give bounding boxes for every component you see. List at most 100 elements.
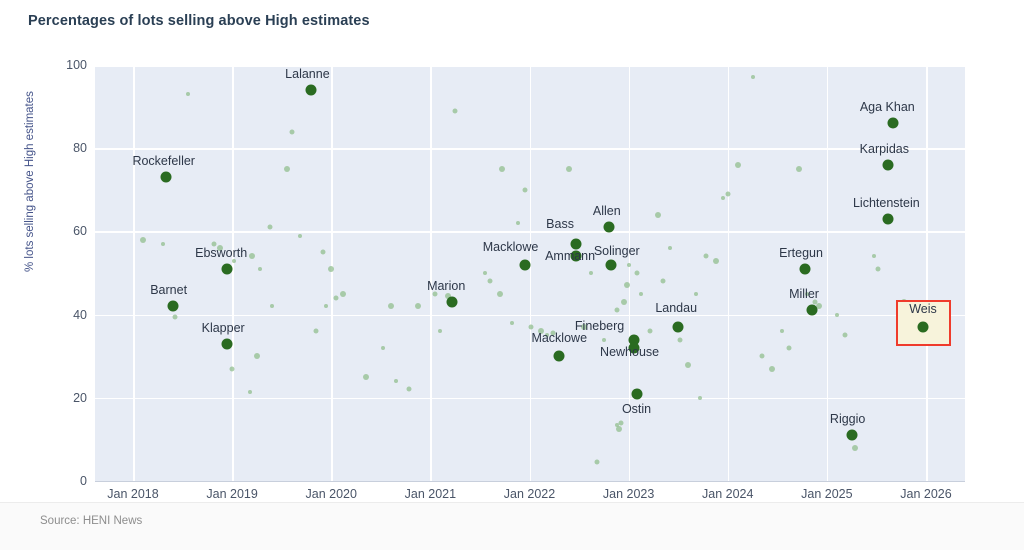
scatter-point-minor — [660, 278, 666, 284]
scatter-point-ertegun[interactable] — [799, 263, 811, 275]
scatter-point-minor — [438, 329, 443, 334]
y-tick-label: 60 — [73, 224, 87, 239]
scatter-point-ostin[interactable] — [631, 388, 643, 400]
scatter-point-minor — [498, 166, 505, 172]
scatter-point-barnet[interactable] — [167, 300, 179, 312]
scatter-point-minor — [647, 328, 653, 334]
scatter-point-ebsworth[interactable] — [221, 263, 233, 275]
scatter-point-minor — [333, 295, 339, 301]
scatter-point-minor — [805, 291, 810, 296]
scatter-point-minor — [340, 290, 347, 297]
scatter-point-minor — [550, 330, 556, 336]
point-label-karpidas: Karpidas — [859, 141, 909, 156]
scatter-point-minor — [875, 266, 881, 272]
scatter-point-aga-khan[interactable] — [887, 117, 899, 129]
scatter-point-minor — [677, 337, 683, 343]
scatter-point-minor — [769, 365, 776, 372]
scatter-point-marion[interactable] — [446, 296, 458, 308]
scatter-point-minor — [812, 299, 818, 305]
point-label-weis: Weis — [909, 302, 937, 317]
scatter-point-minor — [247, 389, 252, 394]
scatter-point-minor — [289, 129, 295, 135]
scatter-point-landau[interactable] — [672, 321, 684, 333]
gridline-vertical — [133, 65, 135, 481]
scatter-point-minor — [515, 221, 520, 226]
scatter-point-fineberg[interactable] — [628, 334, 640, 346]
scatter-point-minor — [211, 241, 217, 247]
scatter-point-minor — [313, 328, 319, 334]
y-tick-label: 20 — [73, 390, 87, 405]
scatter-point-weis[interactable] — [917, 321, 929, 333]
x-tick-label: Jan 2020 — [305, 487, 357, 501]
scatter-point-macklowe[interactable] — [519, 259, 531, 271]
scatter-point-minor — [712, 257, 719, 264]
scatter-point-allen[interactable] — [603, 221, 615, 233]
scatter-point-ammann[interactable] — [570, 250, 582, 262]
source-note: Source: HENI News — [40, 515, 143, 527]
scatter-point-minor — [432, 291, 438, 297]
point-label-ammann: Ammann — [545, 249, 596, 264]
gridline-vertical — [926, 65, 928, 481]
scatter-point-minor — [780, 329, 785, 334]
scatter-point-karpidas[interactable] — [882, 159, 894, 171]
scatter-point-minor — [297, 233, 302, 238]
scatter-point-minor — [734, 161, 741, 168]
scatter-point-minor — [362, 374, 369, 380]
scatter-point-minor — [614, 422, 619, 427]
scatter-point-minor — [509, 320, 514, 325]
scatter-point-minor — [415, 303, 422, 310]
scatter-point-macklowe[interactable] — [553, 350, 565, 362]
point-label-ertegun: Ertegun — [779, 245, 823, 260]
scatter-point-lalanne[interactable] — [305, 84, 317, 96]
point-label-marion: Marion — [427, 279, 466, 294]
scatter-point-minor — [232, 258, 237, 263]
highlight-box-weis[interactable] — [896, 300, 952, 347]
scatter-point-minor — [703, 253, 709, 259]
point-label-newhouse: Newhouse — [600, 344, 660, 359]
footer-bar — [0, 502, 1024, 550]
scatter-point-minor — [283, 166, 290, 172]
x-tick-label: Jan 2019 — [206, 487, 258, 501]
scatter-point-minor — [566, 166, 573, 172]
scatter-point-minor — [655, 211, 662, 218]
scatter-point-minor — [685, 361, 692, 368]
scatter-point-miller[interactable] — [806, 304, 818, 316]
gridline-vertical — [727, 65, 730, 481]
scatter-point-minor — [638, 291, 643, 296]
point-label-riggio: Riggio — [829, 412, 866, 427]
point-label-macklowe: Macklowe — [482, 239, 539, 254]
x-tick-label: Jan 2018 — [107, 487, 159, 501]
scatter-point-bass[interactable] — [570, 238, 582, 250]
scatter-point-minor — [172, 314, 178, 320]
point-label-miller: Miller — [789, 287, 819, 302]
scatter-point-minor — [496, 290, 503, 297]
scatter-point-minor — [269, 304, 274, 309]
point-label-barnet: Barnet — [150, 283, 188, 298]
plot-area: Rockefeller Lalanne Ebsworth Barnet Klapper M… — [95, 65, 965, 481]
scatter-point-minor — [618, 420, 624, 426]
scatter-point-minor — [328, 265, 335, 272]
scatter-point-minor — [581, 324, 588, 331]
scatter-point-klapper[interactable] — [221, 338, 233, 350]
scatter-point-minor — [482, 271, 487, 275]
scatter-point-lichtenstein[interactable] — [882, 213, 894, 225]
scatter-point-newhouse[interactable] — [628, 342, 640, 354]
point-label-fineberg: Fineberg — [574, 318, 625, 333]
x-tick-label: Jan 2025 — [801, 487, 853, 501]
scatter-point-minor — [445, 292, 452, 299]
scatter-point-minor — [406, 386, 412, 392]
point-label-ostin: Ostin — [621, 401, 652, 416]
scatter-point-minor — [248, 253, 255, 260]
scatter-point-minor — [320, 249, 326, 255]
scatter-point-solinger[interactable] — [605, 259, 617, 271]
gridline-vertical — [232, 65, 234, 481]
scatter-point-minor — [393, 379, 398, 384]
y-tick-label: 100 — [66, 58, 87, 72]
x-tick-label: Jan 2022 — [503, 487, 556, 501]
scatter-point-minor — [229, 366, 235, 372]
scatter-point-minor — [588, 271, 593, 275]
scatter-point-rockefeller[interactable] — [160, 171, 172, 183]
scatter-point-riggio[interactable] — [846, 429, 858, 441]
scatter-point-minor — [380, 345, 385, 350]
scatter-point-minor — [253, 353, 260, 360]
